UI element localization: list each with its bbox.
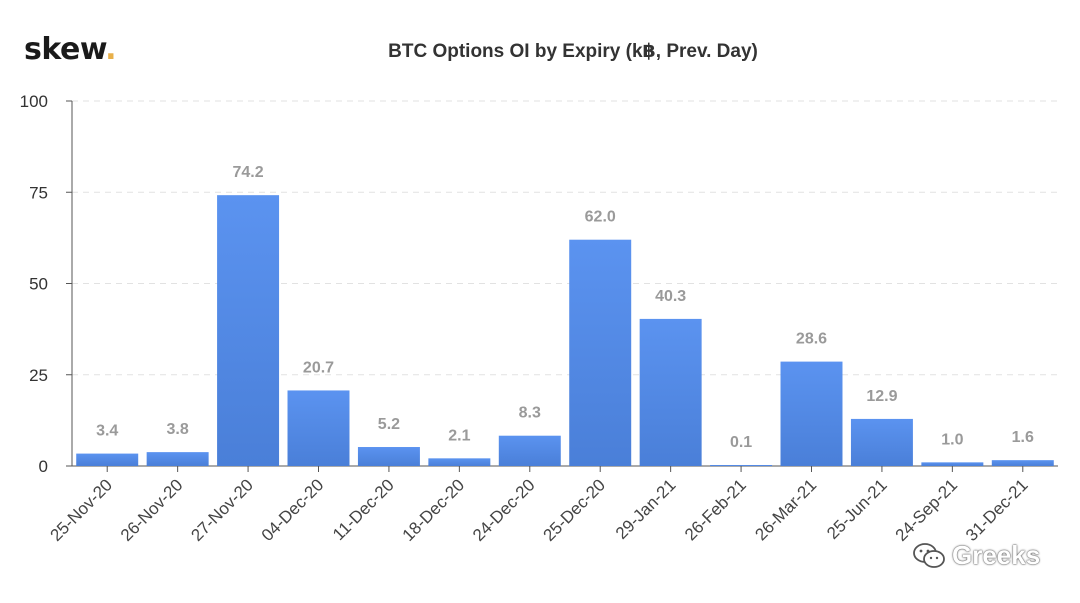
y-tick-label: 25 xyxy=(29,366,48,385)
bar-26-Mar-21 xyxy=(780,361,843,466)
bar-11-Dec-20 xyxy=(357,447,420,466)
y-tick-label: 100 xyxy=(20,92,48,111)
x-tick-label: 25-Jun-21 xyxy=(823,475,891,543)
data-label: 0.1 xyxy=(730,434,752,451)
data-label: 1.6 xyxy=(1012,429,1034,446)
y-tick-label: 0 xyxy=(39,457,48,476)
bar-04-Dec-20 xyxy=(287,390,350,466)
data-label: 28.6 xyxy=(796,331,827,348)
bar-24-Dec-20 xyxy=(498,435,561,466)
bars xyxy=(76,195,1054,467)
x-tick-label: 25-Nov-20 xyxy=(46,475,116,545)
data-label: 20.7 xyxy=(303,359,334,376)
x-tick-label: 25-Dec-20 xyxy=(539,475,609,545)
bar-24-Sep-21 xyxy=(921,462,984,466)
x-tick-label: 31-Dec-21 xyxy=(962,475,1032,545)
bar-26-Nov-20 xyxy=(146,452,209,466)
logo-text: skew xyxy=(24,32,106,67)
bar-27-Nov-20 xyxy=(217,195,280,467)
bar-18-Dec-20 xyxy=(428,458,491,466)
data-label: 3.8 xyxy=(167,421,189,438)
bar-25-Dec-20 xyxy=(569,239,632,466)
x-tick-label: 27-Nov-20 xyxy=(187,475,257,545)
x-tick-label: 18-Dec-20 xyxy=(399,475,469,545)
watermark: Greeks xyxy=(912,540,1040,571)
bar-25-Nov-20 xyxy=(76,453,139,466)
x-tick-label: 26-Nov-20 xyxy=(117,475,187,545)
data-label: 1.0 xyxy=(941,431,963,448)
bar-31-Dec-21 xyxy=(991,460,1054,466)
watermark-text: Greeks xyxy=(952,540,1041,570)
y-tick-label: 75 xyxy=(29,183,48,202)
data-label: 3.4 xyxy=(96,423,118,440)
x-tick-label: 26-Mar-21 xyxy=(751,475,820,544)
data-label: 40.3 xyxy=(655,288,686,305)
x-tick-label: 26-Feb-21 xyxy=(681,475,750,544)
data-label: 5.2 xyxy=(378,416,400,433)
x-tick-label: 24-Sep-21 xyxy=(892,475,962,545)
chart-title: BTC Options OI by Expiry (k฿, Prev. Day) xyxy=(388,41,758,62)
x-tick-label: 29-Jan-21 xyxy=(612,475,680,543)
x-tick-label: 11-Dec-20 xyxy=(329,475,398,544)
data-label: 8.3 xyxy=(519,405,541,422)
data-label: 2.1 xyxy=(448,427,470,444)
bar-26-Feb-21 xyxy=(710,465,773,466)
x-tick-labels: 25-Nov-20 26-Nov-20 27-Nov-20 04-Dec-20 11-D… xyxy=(46,466,1032,545)
x-tick-label: 04-Dec-20 xyxy=(258,475,328,545)
bar-25-Jun-21 xyxy=(850,418,913,466)
data-label: 12.9 xyxy=(866,388,897,405)
data-label: 74.2 xyxy=(233,164,264,181)
wechat-icon xyxy=(912,542,946,570)
x-tick-label: 24-Dec-20 xyxy=(469,475,539,545)
logo-dot: . xyxy=(105,32,117,67)
bar-29-Jan-21 xyxy=(639,318,702,466)
data-label: 62.0 xyxy=(585,209,616,226)
y-tick-label: 50 xyxy=(29,275,48,294)
data-labels: 3.4 3.8 74.2 20.7 5.2 2.1 8.3 62.0 40.3 0.1 28.6 12… xyxy=(96,164,1034,451)
skew-logo: skew. xyxy=(24,32,117,67)
